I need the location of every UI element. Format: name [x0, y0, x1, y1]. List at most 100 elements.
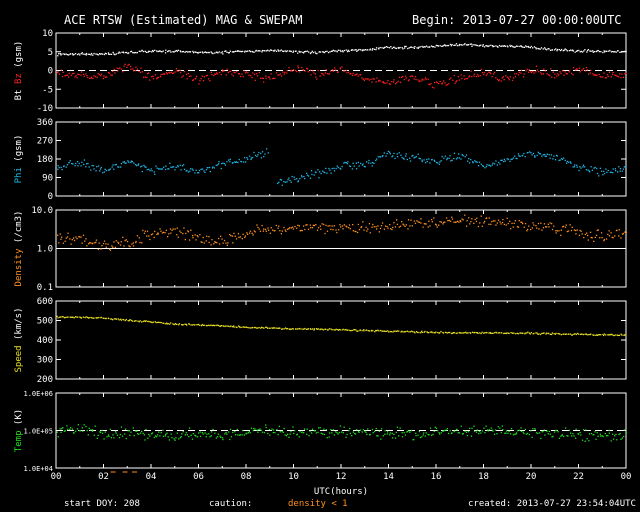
- data-point: [494, 332, 496, 334]
- data-point: [497, 46, 499, 48]
- data-point: [505, 432, 507, 434]
- data-point: [274, 77, 276, 80]
- data-point: [99, 53, 101, 55]
- data-point: [477, 74, 479, 76]
- data-point: [492, 162, 494, 164]
- x-tick-label: 04: [146, 472, 157, 482]
- data-point: [233, 71, 235, 73]
- data-point: [241, 326, 243, 328]
- data-point: [74, 316, 77, 318]
- data-point: [108, 248, 111, 250]
- data-point: [90, 169, 92, 171]
- data-point: [284, 181, 287, 183]
- data-point: [165, 49, 167, 51]
- data-point: [612, 237, 614, 239]
- data-point: [320, 328, 322, 330]
- data-point: [125, 437, 127, 440]
- data-point: [438, 224, 440, 226]
- data-point: [167, 168, 169, 170]
- data-point: [548, 332, 550, 335]
- data-point: [349, 432, 351, 435]
- data-point: [377, 435, 379, 437]
- data-point: [568, 429, 571, 431]
- data-point: [421, 80, 423, 82]
- data-point: [537, 47, 539, 50]
- data-point: [123, 319, 125, 321]
- data-point: [556, 50, 558, 52]
- data-point: [564, 159, 566, 162]
- data-point: [192, 52, 195, 54]
- data-point: [382, 47, 385, 49]
- data-point: [66, 54, 68, 56]
- data-point: [380, 438, 382, 440]
- data-point: [90, 77, 92, 79]
- data-point: [325, 167, 327, 170]
- data-point: [349, 228, 351, 230]
- data-point: [343, 70, 345, 72]
- data-point: [237, 50, 239, 52]
- data-point: [364, 78, 366, 80]
- data-point: [292, 228, 295, 230]
- data-point: [615, 170, 617, 172]
- data-point: [584, 49, 586, 51]
- data-point: [349, 329, 351, 332]
- data-point: [238, 326, 241, 328]
- data-point: [430, 45, 433, 47]
- data-point: [194, 172, 196, 174]
- data-point: [619, 73, 621, 75]
- data-point: [582, 166, 584, 168]
- data-point: [449, 78, 451, 80]
- data-point: [331, 50, 333, 52]
- data-point: [571, 334, 574, 336]
- data-point: [499, 163, 501, 165]
- data-point: [178, 438, 180, 440]
- data-point: [90, 54, 92, 56]
- data-point: [503, 45, 506, 47]
- data-point: [587, 234, 589, 237]
- data-point: [580, 230, 582, 232]
- data-point: [432, 46, 434, 48]
- data-point: [211, 74, 213, 76]
- data-point: [97, 54, 99, 56]
- data-point: [219, 325, 221, 327]
- data-point: [282, 50, 284, 52]
- data-point: [163, 73, 165, 75]
- data-point: [221, 162, 223, 165]
- data-point: [188, 51, 190, 53]
- data-point: [261, 431, 264, 433]
- data-point: [461, 218, 463, 220]
- data-point: [538, 153, 540, 155]
- data-point: [370, 78, 372, 80]
- data-point: [417, 79, 419, 81]
- data-point: [157, 233, 159, 235]
- data-point: [484, 432, 486, 434]
- data-point: [391, 47, 393, 50]
- data-point: [116, 434, 119, 436]
- data-point: [605, 238, 608, 240]
- data-point: [536, 69, 539, 71]
- data-point: [294, 69, 297, 72]
- data-point: [66, 425, 68, 427]
- data-point: [321, 72, 323, 75]
- data-point: [375, 159, 377, 162]
- data-point: [206, 52, 208, 54]
- data-point: [130, 65, 132, 68]
- data-point: [537, 333, 539, 335]
- data-point: [218, 237, 220, 240]
- data-point: [239, 236, 242, 238]
- data-point: [223, 239, 226, 242]
- data-point: [403, 78, 406, 81]
- data-point: [130, 68, 132, 70]
- data-point: [585, 333, 587, 335]
- data-point: [93, 75, 95, 77]
- data-point: [560, 234, 562, 236]
- data-point: [518, 155, 520, 157]
- data-point: [264, 50, 266, 52]
- data-point: [231, 51, 234, 53]
- data-point: [144, 230, 146, 232]
- data-point: [567, 161, 570, 163]
- data-point: [517, 226, 520, 228]
- data-point: [280, 179, 283, 181]
- data-point: [217, 73, 219, 75]
- data-point: [367, 428, 369, 430]
